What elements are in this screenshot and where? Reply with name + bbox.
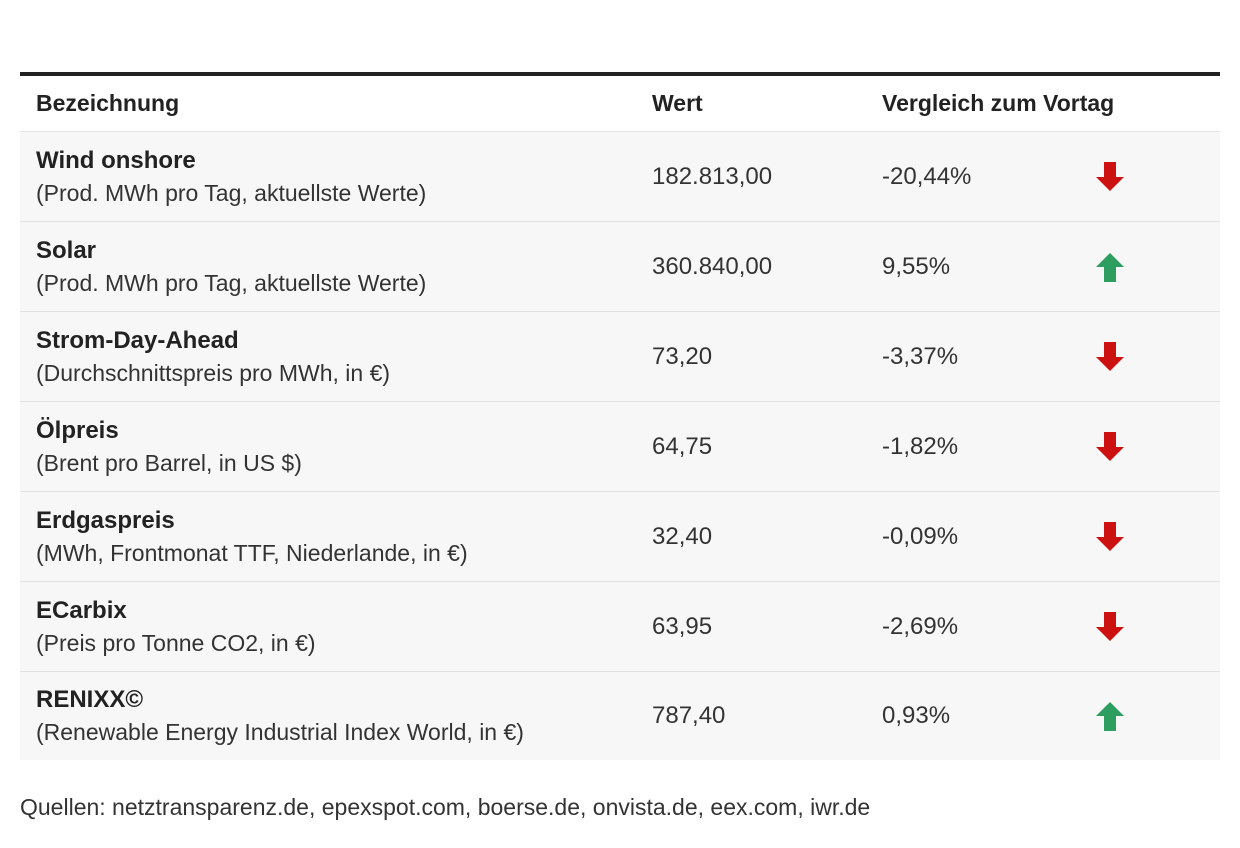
row-change: -1,82% bbox=[882, 432, 959, 460]
table-row: Solar (Prod. MWh pro Tag, aktuellste Wert… bbox=[20, 222, 1220, 312]
row-change: -2,69% bbox=[882, 612, 959, 640]
table-body: Wind onshore (Prod. MWh pro Tag, aktuells… bbox=[20, 132, 1220, 760]
table-row: RENIXX© (Renewable Energy Industrial Inde… bbox=[20, 672, 1220, 760]
row-name: Ölpreis bbox=[36, 416, 119, 444]
row-value: 73,20 bbox=[652, 342, 713, 370]
row-value: 63,95 bbox=[652, 612, 713, 640]
sources-note: Quellen: netztransparenz.de, epexspot.co… bbox=[20, 794, 871, 820]
row-name: ECarbix bbox=[36, 596, 127, 624]
row-description: (Renewable Energy Industrial Index World… bbox=[36, 719, 524, 745]
arrow-down-icon bbox=[1060, 161, 1160, 192]
table-row: Erdgaspreis (MWh, Frontmonat TTF, Niederl… bbox=[20, 492, 1220, 582]
row-name: Strom-Day-Ahead bbox=[36, 326, 239, 354]
row-name: Wind onshore bbox=[36, 146, 196, 174]
row-description: (MWh, Frontmonat TTF, Niederlande, in €) bbox=[36, 539, 468, 566]
header-name: Bezeichnung bbox=[36, 90, 180, 116]
row-change: 9,55% bbox=[882, 252, 951, 280]
row-change: 0,93% bbox=[882, 702, 951, 729]
row-description: (Preis pro Tonne CO2, in €) bbox=[36, 629, 316, 656]
header-value: Wert bbox=[652, 90, 703, 116]
row-label: Ölpreis (Brent pro Barrel, in US $) bbox=[20, 415, 636, 479]
row-description: (Prod. MWh pro Tag, aktuellste Werte) bbox=[36, 179, 427, 206]
row-value: 787,40 bbox=[652, 702, 726, 729]
row-name: Solar bbox=[36, 236, 97, 264]
row-name: Erdgaspreis bbox=[36, 506, 175, 534]
row-change: -20,44% bbox=[882, 162, 972, 190]
row-change: -0,09% bbox=[882, 522, 959, 550]
table-row: Strom-Day-Ahead (Durchschnittspreis pro M… bbox=[20, 312, 1220, 402]
row-value: 360.840,00 bbox=[652, 252, 773, 280]
row-label: Solar (Prod. MWh pro Tag, aktuellste Wert… bbox=[20, 235, 636, 299]
header-change: Vergleich zum Vortag bbox=[882, 90, 1115, 116]
row-description: (Prod. MWh pro Tag, aktuellste Werte) bbox=[36, 269, 427, 296]
row-name: RENIXX© bbox=[36, 686, 144, 713]
table-row: ECarbix (Preis pro Tonne CO2, in €) 63,95 -… bbox=[20, 582, 1220, 672]
row-value: 64,75 bbox=[652, 432, 713, 460]
row-value: 182.813,00 bbox=[652, 162, 773, 190]
energy-table: Bezeichnung Wert Vergleich zum Vortag Wi… bbox=[20, 72, 1220, 760]
row-change: -3,37% bbox=[882, 342, 959, 370]
row-label: Wind onshore (Prod. MWh pro Tag, aktuells… bbox=[20, 145, 636, 209]
arrow-up-icon bbox=[1060, 252, 1160, 282]
arrow-down-icon bbox=[1060, 611, 1160, 642]
row-description: (Durchschnittspreis pro MWh, in €) bbox=[36, 359, 391, 386]
table-header: Bezeichnung Wert Vergleich zum Vortag bbox=[20, 76, 1220, 132]
table-row: Wind onshore (Prod. MWh pro Tag, aktuells… bbox=[20, 132, 1220, 222]
row-label: RENIXX© (Renewable Energy Industrial Inde… bbox=[20, 684, 636, 748]
row-value: 32,40 bbox=[652, 522, 713, 550]
row-description: (Brent pro Barrel, in US $) bbox=[36, 449, 302, 476]
row-label: Erdgaspreis (MWh, Frontmonat TTF, Niederl… bbox=[20, 505, 636, 569]
row-label: ECarbix (Preis pro Tonne CO2, in €) bbox=[20, 595, 636, 659]
arrow-down-icon bbox=[1060, 431, 1160, 462]
table-row: Ölpreis (Brent pro Barrel, in US $) 64,75 -… bbox=[20, 402, 1220, 492]
arrow-down-icon bbox=[1060, 341, 1160, 372]
arrow-up-icon bbox=[1060, 701, 1160, 731]
arrow-down-icon bbox=[1060, 521, 1160, 552]
row-label: Strom-Day-Ahead (Durchschnittspreis pro M… bbox=[20, 325, 636, 389]
